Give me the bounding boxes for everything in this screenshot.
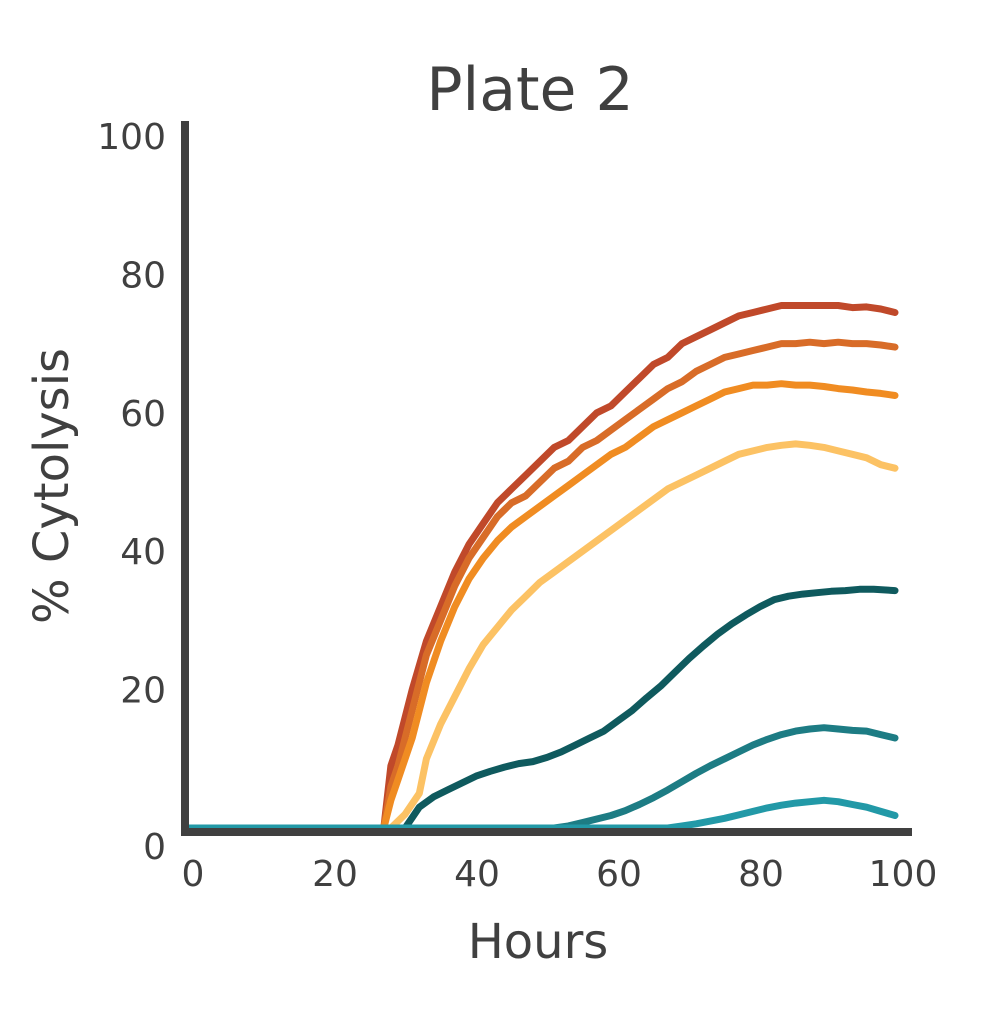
x-tick-label: 20 <box>312 854 358 895</box>
y-axis-label: % Cytolysis <box>24 348 80 624</box>
chart-title: Plate 2 <box>426 55 633 125</box>
series-line-2 <box>181 338 899 832</box>
x-tick-labels: 0 20 40 60 80 100 <box>182 854 938 895</box>
y-tick-label: 40 <box>120 532 166 573</box>
series-lines <box>181 302 899 832</box>
x-tick-label: 40 <box>454 854 500 895</box>
series-line-6 <box>181 724 899 832</box>
series-line-3 <box>181 380 899 832</box>
x-tick-label: 0 <box>182 854 205 895</box>
series-line-1 <box>181 302 899 832</box>
x-tick-label: 60 <box>596 854 642 895</box>
series-line-4 <box>181 440 899 832</box>
series-line-5 <box>181 585 899 832</box>
y-tick-label: 80 <box>120 255 166 296</box>
y-tick-labels: 0 20 40 60 80 100 <box>97 117 166 868</box>
x-axis-label: Hours <box>468 914 609 970</box>
x-tick-label: 100 <box>869 854 938 895</box>
y-tick-label: 100 <box>97 117 166 158</box>
x-tick-label: 80 <box>738 854 784 895</box>
series-line-7 <box>181 796 899 832</box>
y-tick-label: 0 <box>143 827 166 868</box>
y-tick-label: 20 <box>120 671 166 712</box>
y-tick-label: 60 <box>120 394 166 435</box>
